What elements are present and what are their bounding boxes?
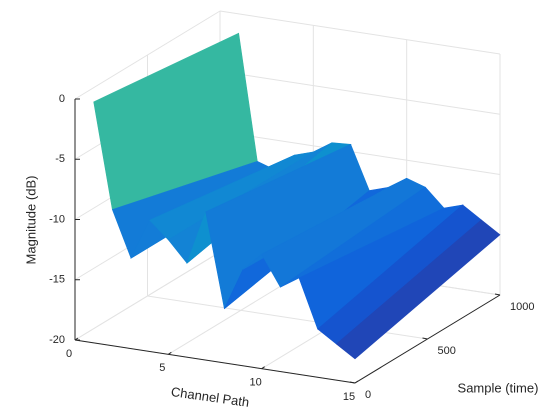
x-tick-label: 5 — [159, 362, 165, 374]
grid-line — [219, 131, 501, 175]
z-tick-label: -5 — [55, 153, 65, 165]
x-axis — [74, 339, 356, 384]
x-tick-label: 10 — [250, 377, 262, 389]
z-tick-label: -10 — [49, 213, 65, 225]
y-tick-label: 1000 — [510, 301, 534, 313]
surface-patch — [335, 219, 501, 360]
y-tick-label: 0 — [365, 389, 371, 401]
y-tick-label: 500 — [438, 345, 456, 357]
x-tick-label: 15 — [343, 391, 355, 403]
grid-line — [219, 10, 501, 55]
z-tick-label: 0 — [59, 93, 65, 105]
y-tick — [494, 293, 501, 296]
z-tick-label: -20 — [49, 334, 65, 346]
grid-line — [219, 70, 501, 115]
x-tick — [354, 380, 359, 384]
x-axis-label: Channel Path — [170, 384, 250, 410]
x-tick — [168, 351, 172, 355]
y-axis-label: Sample (time) — [458, 380, 539, 395]
z-tick-label: -15 — [49, 274, 65, 286]
y-tick — [422, 337, 428, 340]
y-tick — [349, 381, 356, 384]
z-axis-label: Magnitude (dB) — [23, 176, 38, 265]
x-tick-label: 0 — [66, 348, 72, 360]
x-tick — [74, 337, 79, 341]
x-tick — [261, 366, 265, 370]
